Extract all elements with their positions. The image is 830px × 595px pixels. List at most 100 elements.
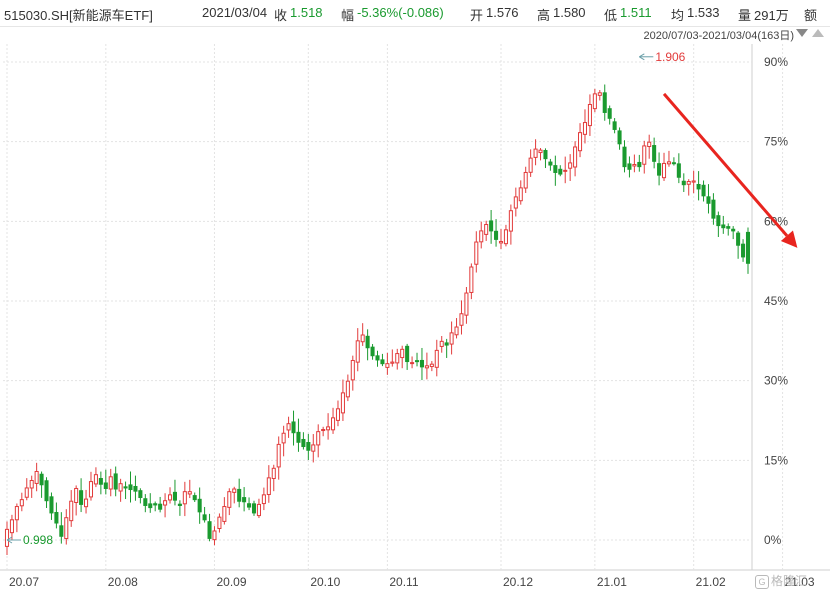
trend-arrow-shaft xyxy=(662,92,789,237)
candle-body xyxy=(74,487,79,504)
candle-body xyxy=(355,340,360,363)
candle-body xyxy=(103,482,108,489)
candle xyxy=(553,155,558,186)
candle xyxy=(222,497,227,525)
candle xyxy=(311,434,316,463)
candle xyxy=(741,239,746,262)
candle-body xyxy=(592,93,597,110)
candle xyxy=(64,509,69,545)
candle xyxy=(439,336,444,353)
candle-body xyxy=(676,163,681,178)
candle xyxy=(34,462,39,492)
candle-body xyxy=(251,503,257,514)
open-label: 开 xyxy=(470,8,484,23)
candle-body xyxy=(661,162,667,179)
annotation-arrowhead xyxy=(639,53,645,61)
candle xyxy=(321,426,326,437)
candle-body xyxy=(444,342,449,346)
date-range-label[interactable]: 2020/07/03-2021/03/04(163日) xyxy=(643,30,794,42)
y-tick-label: 90% xyxy=(764,55,788,69)
candle-body xyxy=(652,145,657,162)
candle xyxy=(508,204,513,245)
candle xyxy=(44,477,49,509)
candle xyxy=(405,343,410,370)
candle-body xyxy=(64,517,69,540)
candle-body xyxy=(212,530,217,541)
candle-body xyxy=(706,196,711,204)
candle xyxy=(316,424,321,458)
candle xyxy=(9,514,14,540)
candle-body xyxy=(306,442,311,451)
candle xyxy=(642,140,647,174)
candle xyxy=(385,352,390,375)
candle xyxy=(548,158,553,171)
candle xyxy=(390,349,395,367)
candle xyxy=(617,127,622,150)
candle xyxy=(573,141,578,177)
x-tick-label: 21.01 xyxy=(597,575,627,589)
candle-body xyxy=(266,477,271,496)
candle xyxy=(345,374,350,402)
annotation-arrowhead xyxy=(6,536,13,544)
candle xyxy=(410,356,415,369)
candle xyxy=(167,487,173,504)
watermark-text: 格隆汇 xyxy=(771,574,808,588)
range-bar: 2020/07/03-2021/03/04(163日) xyxy=(0,26,830,43)
candle-body xyxy=(464,292,469,316)
candle-body xyxy=(632,164,637,167)
candle xyxy=(84,489,89,514)
candle xyxy=(227,488,232,516)
candle xyxy=(123,481,128,500)
candle-body xyxy=(39,473,44,486)
dropdown-arrow-icon[interactable] xyxy=(796,29,808,37)
candle-body xyxy=(691,180,696,183)
candle-body xyxy=(182,491,187,505)
candle-body xyxy=(237,488,242,502)
candle xyxy=(666,150,671,167)
candle xyxy=(533,139,538,166)
candle xyxy=(434,339,439,377)
candle xyxy=(489,209,494,244)
quote-date: 2021/03/04 xyxy=(202,5,268,20)
candle-body xyxy=(345,380,350,398)
candle-body xyxy=(227,491,232,508)
candle-body xyxy=(696,184,701,190)
candle xyxy=(118,478,123,502)
collapse-arrow-icon[interactable] xyxy=(812,29,824,37)
candle-body xyxy=(533,148,538,158)
candle-body xyxy=(29,480,34,489)
candle xyxy=(731,226,736,240)
candle-body xyxy=(405,345,410,363)
candle-body xyxy=(301,438,306,448)
candle-body xyxy=(24,487,29,498)
candle xyxy=(148,493,153,513)
symbol-name[interactable]: 515030.SH[新能源车ETF] xyxy=(4,8,153,23)
candle xyxy=(217,513,222,533)
candle xyxy=(301,432,306,450)
change-value: -5.36%(-0.086) xyxy=(357,5,444,20)
candle xyxy=(736,230,741,259)
candle-body xyxy=(498,241,504,244)
candle-body xyxy=(666,161,671,165)
candle xyxy=(128,471,133,503)
change-label: 幅 xyxy=(341,8,355,23)
candle xyxy=(538,148,543,161)
candle-body xyxy=(469,266,474,293)
candle xyxy=(494,219,499,247)
annotation-label: 1.906 xyxy=(655,50,685,64)
candle-body xyxy=(350,359,355,381)
candle-body xyxy=(202,514,207,521)
candle-body xyxy=(671,162,676,165)
candle xyxy=(716,211,721,238)
candle-body xyxy=(538,149,543,154)
candle-body xyxy=(207,521,212,539)
candle xyxy=(469,263,474,300)
candle-body xyxy=(163,500,168,506)
high-value: 1.580 xyxy=(553,5,586,20)
candle xyxy=(331,407,336,434)
candle-body xyxy=(380,359,385,365)
candle xyxy=(523,166,528,193)
candle-body xyxy=(726,226,731,229)
low-value: 1.511 xyxy=(620,5,652,20)
